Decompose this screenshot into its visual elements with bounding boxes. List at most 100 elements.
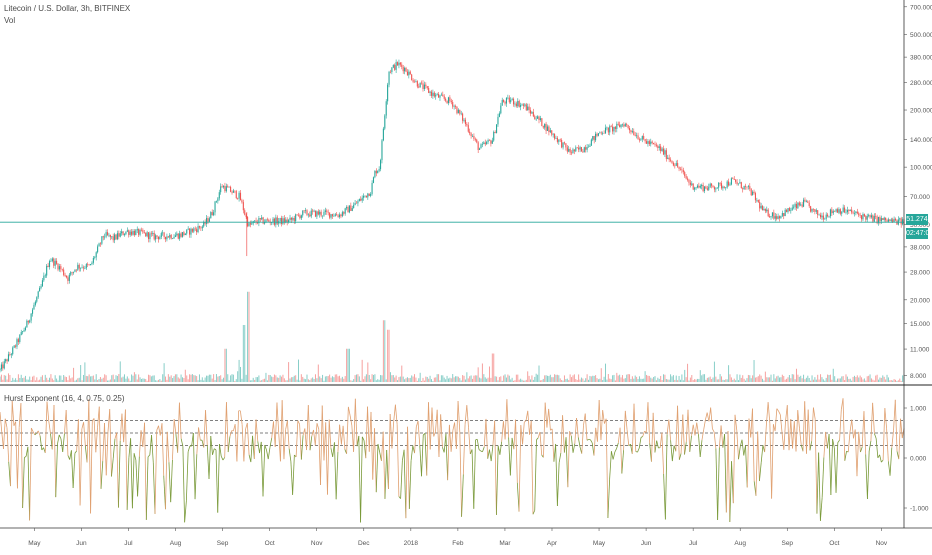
candle-body — [826, 215, 827, 219]
candle-body — [531, 112, 532, 114]
hurst-segment — [693, 425, 695, 436]
volume-bar — [616, 373, 617, 382]
hurst-segment — [536, 438, 538, 440]
candle-body — [612, 127, 613, 132]
candle-body — [830, 209, 831, 216]
candle-body — [425, 85, 426, 86]
volume-bar — [748, 375, 749, 382]
candle-body — [43, 276, 44, 281]
hurst-segment — [707, 413, 709, 422]
candle-body — [645, 139, 646, 141]
candle-body — [346, 207, 347, 208]
candle-body — [606, 128, 607, 129]
volume-bar — [700, 370, 701, 382]
candle-body — [647, 141, 648, 144]
hurst-segment — [247, 423, 249, 455]
hurst-segment — [428, 402, 430, 449]
volume-bar — [309, 380, 310, 382]
volume-bar — [858, 377, 859, 382]
candle-body — [727, 182, 728, 188]
volume-bar — [509, 376, 510, 382]
volume-bar — [91, 376, 92, 382]
candle-body — [502, 100, 503, 106]
hurst-segment — [655, 441, 657, 453]
volume-bar — [422, 378, 423, 382]
volume-bar — [35, 380, 36, 382]
time-tick-label: Apr — [547, 540, 558, 547]
hurst-segment — [139, 430, 141, 456]
candle-body — [332, 214, 333, 216]
candle-body — [100, 243, 101, 244]
volume-bar — [408, 378, 409, 382]
volume-bar — [850, 379, 851, 382]
candle-body — [686, 176, 687, 179]
candle-body — [654, 144, 655, 145]
candle-body — [185, 234, 186, 235]
candle-body — [693, 183, 694, 189]
volume-bar — [308, 379, 309, 382]
volume-bar — [629, 374, 630, 382]
hurst-segment — [38, 431, 40, 436]
candle-body — [656, 145, 657, 146]
volume-bar — [701, 375, 702, 382]
volume-bar — [273, 377, 274, 382]
volume-bar — [110, 380, 111, 382]
candle-body — [882, 218, 883, 220]
volume-bar — [705, 380, 706, 382]
candle-body — [894, 219, 895, 222]
hurst-segment — [812, 408, 814, 442]
volume-bar — [9, 375, 10, 382]
hurst-segment — [16, 422, 18, 489]
volume-bar — [635, 376, 636, 382]
candle-body — [347, 207, 348, 212]
time-tick-label: Feb — [452, 540, 464, 547]
candle-body — [7, 359, 8, 361]
price-tick-label: 700.000 — [910, 4, 932, 11]
hurst-segment — [153, 463, 155, 514]
candle-body — [570, 149, 571, 153]
volume-bar — [455, 376, 456, 382]
candle-body — [149, 233, 150, 239]
volume-bar — [396, 376, 397, 382]
hurst-segment — [834, 448, 836, 493]
volume-bar — [421, 381, 422, 382]
volume-bar — [826, 378, 827, 382]
volume-bar — [894, 379, 895, 382]
candle-body — [431, 92, 432, 96]
volume-bar — [844, 380, 845, 382]
volume-series — [0, 292, 905, 382]
candle-body — [792, 208, 793, 211]
time-tick-label: 2018 — [404, 540, 419, 547]
candle-body — [613, 127, 614, 132]
volume-bar — [414, 374, 415, 382]
volume-bar — [754, 360, 755, 382]
hurst-segment — [63, 434, 65, 452]
volume-bar — [158, 380, 159, 382]
candle-body — [523, 104, 524, 105]
volume-bar — [181, 375, 182, 382]
price-tick-label: 28.000 — [910, 270, 930, 277]
hurst-segment — [293, 455, 295, 495]
hurst-segment — [716, 449, 718, 520]
hurst-segment — [772, 424, 774, 498]
candle-body — [70, 272, 71, 275]
volume-bar — [294, 376, 295, 382]
volume-bar — [372, 374, 373, 382]
candle-body — [195, 229, 196, 230]
hurst-segment — [167, 432, 169, 462]
candle-body — [536, 119, 537, 120]
volume-bar — [471, 375, 472, 382]
volume-bar — [649, 376, 650, 382]
candle-body — [795, 204, 796, 207]
candle-body — [710, 184, 711, 187]
volume-bar — [594, 376, 595, 382]
volume-bar — [174, 376, 175, 382]
hurst-segment — [590, 440, 592, 443]
volume-bar — [646, 375, 647, 382]
candle-body — [717, 188, 718, 189]
candle-body — [860, 215, 861, 216]
candle-body — [291, 218, 292, 220]
volume-bar — [671, 376, 672, 382]
